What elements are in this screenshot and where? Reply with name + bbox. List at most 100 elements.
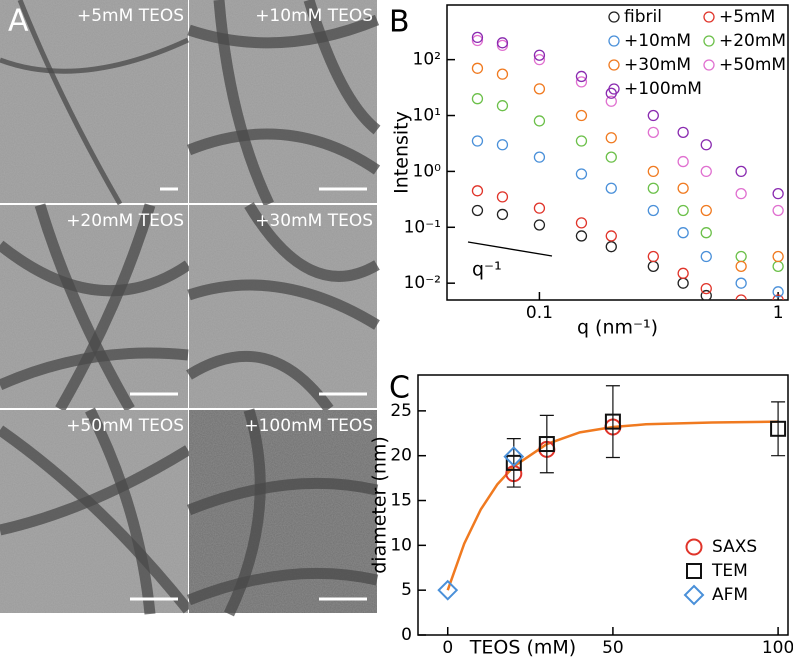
legend-label: +20mM <box>719 31 786 51</box>
error-bar <box>605 385 620 459</box>
marker-circle <box>605 230 617 242</box>
legend-label: TEM <box>711 561 748 581</box>
y-tick-label: 10⁻¹ <box>404 217 441 237</box>
fiber <box>0 240 192 297</box>
fiber <box>186 350 334 413</box>
marker-square <box>686 563 702 579</box>
legend-marker <box>703 59 715 71</box>
y-tick-label: 25 <box>390 401 412 421</box>
error-bar <box>539 414 554 474</box>
marker-square <box>604 413 621 430</box>
marker-circle <box>700 139 712 151</box>
y-tick-label: 10⁻² <box>404 273 441 293</box>
marker-circle <box>471 62 484 74</box>
tem-image: +10mM TEOS <box>186 0 381 207</box>
fiber <box>187 279 380 330</box>
marker-circle <box>677 155 689 168</box>
x-tick-label: 100 <box>762 638 793 658</box>
marker-circle <box>575 70 588 83</box>
marker-circle <box>647 260 659 273</box>
marker-circle <box>700 289 712 300</box>
marker-square <box>538 436 555 453</box>
marker-circle <box>533 49 546 61</box>
fiber <box>0 37 190 74</box>
marker-circle <box>533 83 546 95</box>
fiber <box>34 203 135 412</box>
marker-circle <box>735 187 747 200</box>
marker-circle <box>496 139 509 151</box>
marker-circle <box>735 277 747 289</box>
marker-circle <box>575 76 588 88</box>
marker-circle <box>735 294 747 300</box>
fiber <box>187 14 380 49</box>
error-bar <box>771 401 786 457</box>
legend-marker <box>608 83 620 95</box>
fiber <box>55 203 156 412</box>
marker-circle <box>496 37 509 49</box>
legend-label: fibril <box>624 7 662 27</box>
fiber <box>303 0 381 135</box>
marker-circle <box>700 227 712 239</box>
x-tick-label: 0 <box>442 638 453 658</box>
marker-circle <box>772 260 784 273</box>
marker-circle <box>496 208 509 221</box>
marker-circle <box>647 109 659 122</box>
marker-circle <box>735 165 747 178</box>
marker-circle <box>575 230 588 242</box>
marker-square <box>770 420 787 437</box>
legend-marker <box>703 11 715 23</box>
marker-circle <box>677 277 689 289</box>
marker-circle <box>496 39 509 52</box>
marker-circle <box>772 286 784 298</box>
fiber <box>186 477 379 516</box>
fiber <box>0 425 193 614</box>
y-tick-label: 10 <box>390 535 412 555</box>
marker-circle <box>533 115 546 127</box>
tem-image: +50mM TEOS <box>0 407 193 615</box>
marker-circle <box>496 191 509 203</box>
marker-circle <box>647 250 659 263</box>
tem-image: +20mM TEOS <box>0 203 192 412</box>
marker-circle <box>772 187 784 200</box>
marker-circle <box>471 185 484 197</box>
fiber <box>0 445 191 536</box>
panel-label: B <box>389 5 410 40</box>
marker-circle <box>605 241 617 253</box>
slope-guide <box>467 241 553 257</box>
legend-label: +10mM <box>624 31 691 51</box>
y-axis-title: diameter (nm) <box>369 436 391 574</box>
marker-circle <box>605 132 617 144</box>
legend-label: +50mM <box>719 55 786 75</box>
marker-circle <box>700 165 712 178</box>
annotation: q⁻¹ <box>472 259 502 281</box>
x-axis-title: q (nm⁻¹) <box>577 317 658 339</box>
tem-image: +100mM TEOS <box>186 408 379 617</box>
marker-circle <box>533 53 546 66</box>
marker-circle <box>772 294 784 300</box>
marker-circle <box>575 109 588 122</box>
image-label: +50mM TEOS <box>66 416 184 436</box>
marker-diamond <box>503 446 525 468</box>
marker-circle <box>471 204 484 217</box>
x-tick-label: 50 <box>602 638 624 658</box>
legend-marker <box>703 35 715 47</box>
marker-circle <box>700 204 712 217</box>
marker-circle <box>647 204 659 217</box>
marker-circle <box>735 250 747 263</box>
tem-image: +5mM TEOS <box>0 0 190 206</box>
legend-marker <box>608 11 620 23</box>
fiber <box>17 0 123 206</box>
legend-label: SAXS <box>712 537 757 557</box>
marker-circle <box>647 126 659 138</box>
marker-circle <box>677 126 689 138</box>
marker-circle <box>605 95 617 107</box>
x-tick-label: 1 <box>773 303 784 323</box>
plot-frame <box>446 4 789 301</box>
marker-square <box>505 454 522 471</box>
tem-image: +30mM TEOS <box>186 202 380 413</box>
legend-marker <box>608 59 620 71</box>
marker-circle <box>471 31 484 44</box>
marker-circle <box>605 151 617 163</box>
image-label: +20mM TEOS <box>66 211 184 231</box>
